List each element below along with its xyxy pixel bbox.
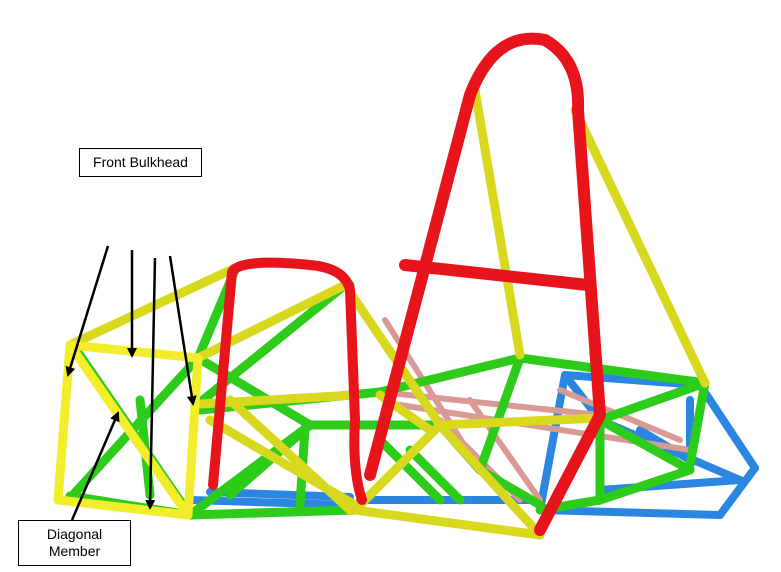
arrow-3: [145, 257, 157, 510]
annotation-arrows: [65, 245, 197, 521]
side-member-tubes: [65, 85, 710, 540]
diagonal-member-label: Diagonal Member: [18, 520, 131, 566]
arrow-4: [168, 255, 197, 406]
front-bulkhead-label: Front Bulkhead: [79, 148, 202, 177]
diagonal-member-label-line1: Diagonal: [46, 526, 103, 542]
arrow-1: [65, 245, 110, 377]
arrow-5: [70, 411, 120, 521]
main-hoop: [364, 32, 606, 536]
diagonal-member-label-line2: Member: [48, 543, 101, 559]
front-hoop: [208, 257, 367, 505]
